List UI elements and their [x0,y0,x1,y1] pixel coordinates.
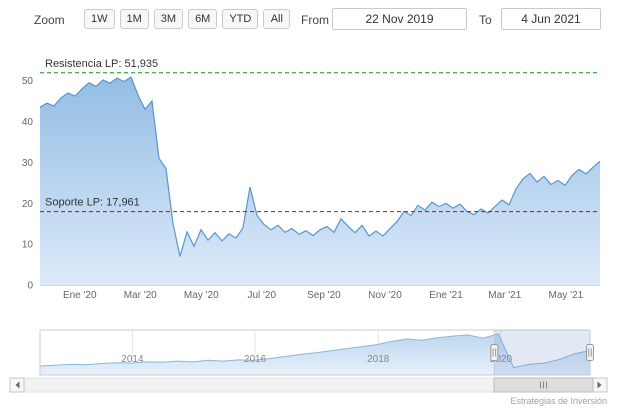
y-axis-label: 50 [22,76,34,87]
from-label: From [301,13,329,27]
to-date-input[interactable] [501,8,601,30]
scrollbar-right-arrow-icon [597,381,602,389]
range-selector-toolbar: Zoom 1W 1M 3M 6M YTD All From To [0,0,617,36]
zoom-button-all[interactable]: All [263,9,291,29]
zoom-button-1m[interactable]: 1M [119,9,149,29]
support-plotline-label: Soporte LP: 17,961 [45,197,140,209]
x-axis-label: May '21 [548,290,583,301]
to-label: To [479,13,492,27]
y-axis-label: 40 [22,117,34,128]
navigator-selected-range[interactable] [494,330,590,375]
x-axis-label: Jul '20 [247,290,276,301]
navigator-year-label: 2014 [121,354,144,365]
zoom-button-ytd[interactable]: YTD [222,9,259,29]
from-date-input[interactable] [332,8,467,30]
zoom-label: Zoom [34,13,65,27]
resistance-plotline-label: Resistencia LP: 51,935 [45,58,158,70]
x-axis-label: Ene '21 [429,290,463,301]
y-axis-label: 30 [22,158,34,169]
navigator-right-handle[interactable] [586,344,594,361]
x-axis-label: Mar '21 [488,290,521,301]
y-axis-label: 10 [22,240,34,251]
y-axis-label: 0 [27,281,33,292]
x-axis-label: Ene '20 [63,290,97,301]
x-axis-label: Nov '20 [368,290,402,301]
navigator-year-label: 2020 [490,354,513,365]
scrollbar-left-arrow-icon [15,381,20,389]
navigator-area-series [40,333,590,375]
x-axis-label: May '20 [184,290,219,301]
navigator-year-label: 2016 [244,354,267,365]
price-area-series [40,77,600,285]
zoom-button-3m[interactable]: 3M [153,9,184,29]
zoom-button-6m[interactable]: 6M [188,9,218,29]
zoom-buttons: 1W 1M 3M 6M YTD All [84,9,291,29]
zoom-button-1w[interactable]: 1W [84,9,115,29]
y-axis-label: 20 [22,199,34,210]
x-axis-label: Sep '20 [307,290,341,301]
price-line [39,76,601,257]
navigator-left-handle[interactable] [490,344,499,361]
x-axis-label: Mar '20 [124,290,157,301]
credits-link[interactable]: Estrategias de Inversión [510,396,607,406]
navigator-line [39,333,591,369]
navigator-year-label: 2018 [367,354,390,365]
